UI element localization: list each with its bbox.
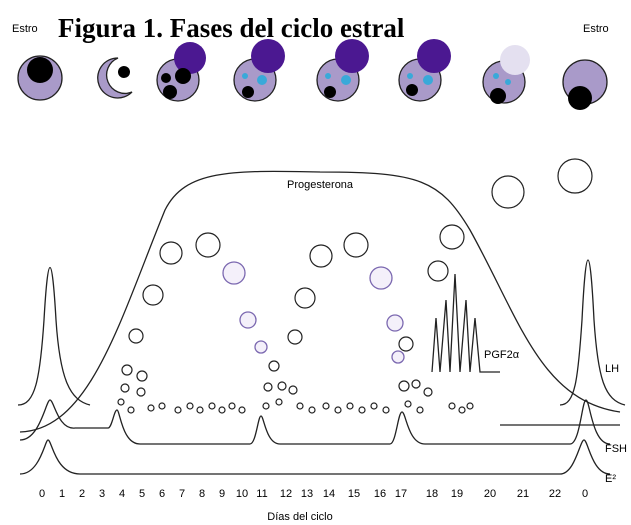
phase-label: Estro [583, 23, 609, 35]
curve-label: PGF2α [484, 349, 520, 361]
x-label: 8 [199, 488, 205, 500]
x-label: 15 [348, 488, 360, 500]
x-label: 18 [426, 488, 438, 500]
phase-label: Estro [12, 23, 38, 35]
x-label: 19 [451, 488, 463, 500]
x-label: 5 [139, 488, 145, 500]
x-label: 16 [374, 488, 386, 500]
x-label: 3 [99, 488, 105, 500]
curve-label: LH [605, 363, 619, 375]
x-label: 21 [517, 488, 529, 500]
x-label: 13 [301, 488, 313, 500]
curve-label: FSH [605, 443, 627, 455]
x-label: 2 [79, 488, 85, 500]
x-label: 11 [256, 488, 267, 500]
curve-label: E² [605, 473, 616, 485]
x-label: 4 [119, 488, 125, 500]
ovary-row [18, 39, 607, 110]
x-label: 6 [159, 488, 165, 500]
x-label: 20 [484, 488, 496, 500]
x-label: 12 [280, 488, 292, 500]
x-label: 1 [59, 488, 65, 500]
curves [18, 171, 625, 474]
x-label: 17 [395, 488, 407, 500]
x-label: 9 [219, 488, 225, 500]
x-label: 14 [323, 488, 335, 500]
x-label: 7 [179, 488, 185, 500]
x-label: 10 [236, 488, 248, 500]
x-label: 0 [39, 488, 45, 500]
x-label: 22 [549, 488, 561, 500]
title: Figura 1. Fases del ciclo estral [58, 13, 405, 43]
diagram: Estro Figura 1. Fases del ciclo estral E… [0, 0, 631, 525]
x-label: 0 [582, 488, 588, 500]
curve-label: Progesterona [287, 179, 354, 191]
axis-title: Días del ciclo [267, 511, 332, 523]
follicles [118, 159, 592, 413]
